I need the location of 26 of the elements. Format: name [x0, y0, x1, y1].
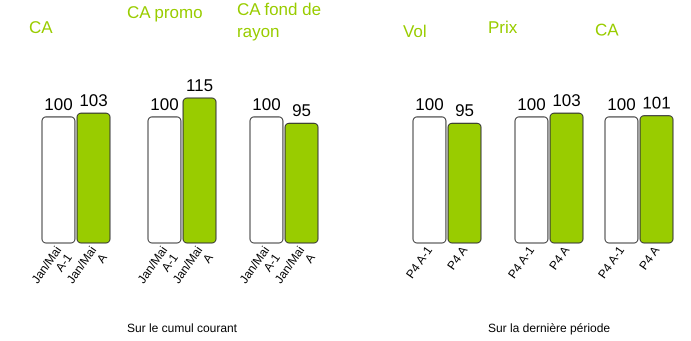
x-tick-label: P4 A [546, 243, 572, 272]
data-label: 115 [186, 76, 214, 95]
x-tick-label: P4 A-1 [403, 243, 436, 282]
data-label: 95 [292, 101, 311, 120]
x-tick-label: P4 A [444, 243, 470, 272]
data-label: 100 [44, 94, 73, 114]
data-label: 103 [552, 91, 581, 110]
x-tick-label: P4 A-1 [595, 243, 628, 282]
x-tick-label: P4 A-1 [505, 243, 538, 282]
chart-title: CA fond de rayon [236, 0, 322, 41]
data-label: 95 [455, 101, 474, 120]
data-label: 100 [607, 94, 636, 114]
data-label: 100 [252, 94, 281, 114]
data-label: 103 [79, 91, 108, 110]
data-label: 100 [150, 94, 179, 114]
chart-title: CA [595, 20, 620, 40]
x-tick-label: P4 A [636, 243, 662, 272]
text: Sur le cumul courant [126, 321, 238, 335]
data-label: 100 [415, 94, 444, 114]
chart-title: Prix [488, 18, 518, 38]
data-label: 101 [642, 94, 671, 113]
chart-title: Vol [403, 22, 427, 41]
chart-title: CA [28, 18, 54, 38]
text: Sur la dernière période [488, 321, 610, 335]
data-label: 100 [517, 94, 546, 114]
chart-title: CA promo [126, 3, 203, 22]
